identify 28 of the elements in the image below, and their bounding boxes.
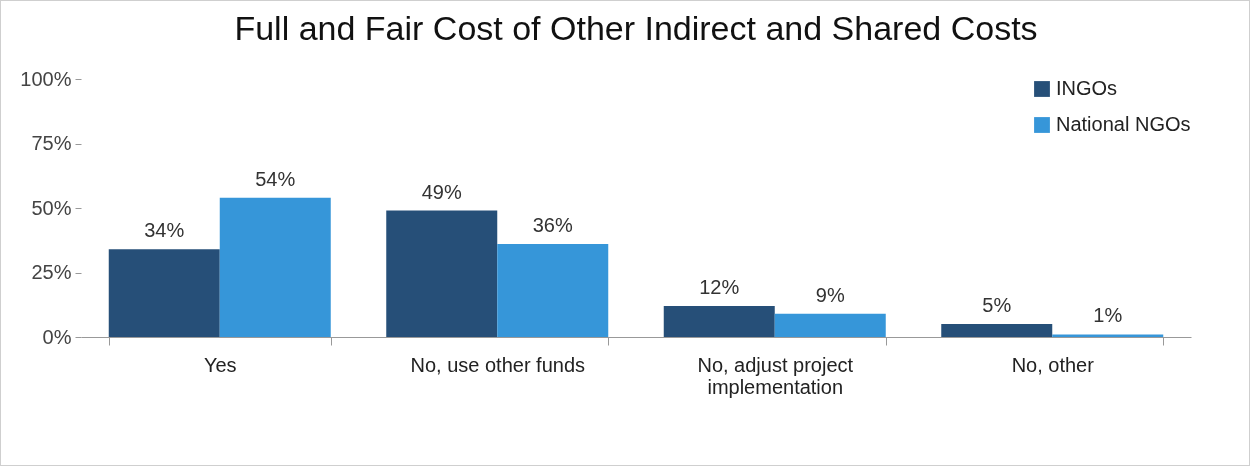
y-tick-label: 50% bbox=[31, 196, 72, 219]
bar bbox=[219, 197, 331, 337]
bar bbox=[941, 324, 1053, 337]
data-label: 1% bbox=[1093, 304, 1123, 327]
legend-label: National NGOs bbox=[1056, 113, 1191, 135]
bar bbox=[108, 249, 220, 337]
data-label: 49% bbox=[421, 180, 462, 203]
bar bbox=[386, 210, 498, 337]
data-label: 9% bbox=[815, 283, 845, 306]
y-tick-label: 75% bbox=[31, 132, 72, 154]
x-tick-label: Yes bbox=[203, 353, 237, 376]
legend-label: INGOs bbox=[1056, 77, 1118, 99]
data-label: 12% bbox=[699, 276, 740, 299]
y-tick-label: 0% bbox=[42, 325, 72, 348]
bar bbox=[1052, 334, 1164, 337]
chart-title: Full and Fair Cost of Other Indirect and Shared Costs bbox=[234, 9, 1038, 47]
bar bbox=[663, 306, 775, 337]
x-tick-label: No, use other funds bbox=[410, 353, 586, 376]
data-label: 5% bbox=[982, 294, 1012, 317]
y-tick-label: 100% bbox=[20, 67, 72, 90]
x-tick-label: No, other bbox=[1011, 353, 1095, 376]
y-tick-label: 25% bbox=[31, 261, 72, 283]
data-label: 54% bbox=[255, 167, 296, 190]
bar bbox=[497, 244, 609, 337]
data-label: 36% bbox=[532, 214, 573, 237]
x-tick-label: No, adjust project implementation bbox=[697, 353, 854, 398]
data-label: 34% bbox=[144, 219, 185, 242]
bar bbox=[774, 313, 886, 337]
